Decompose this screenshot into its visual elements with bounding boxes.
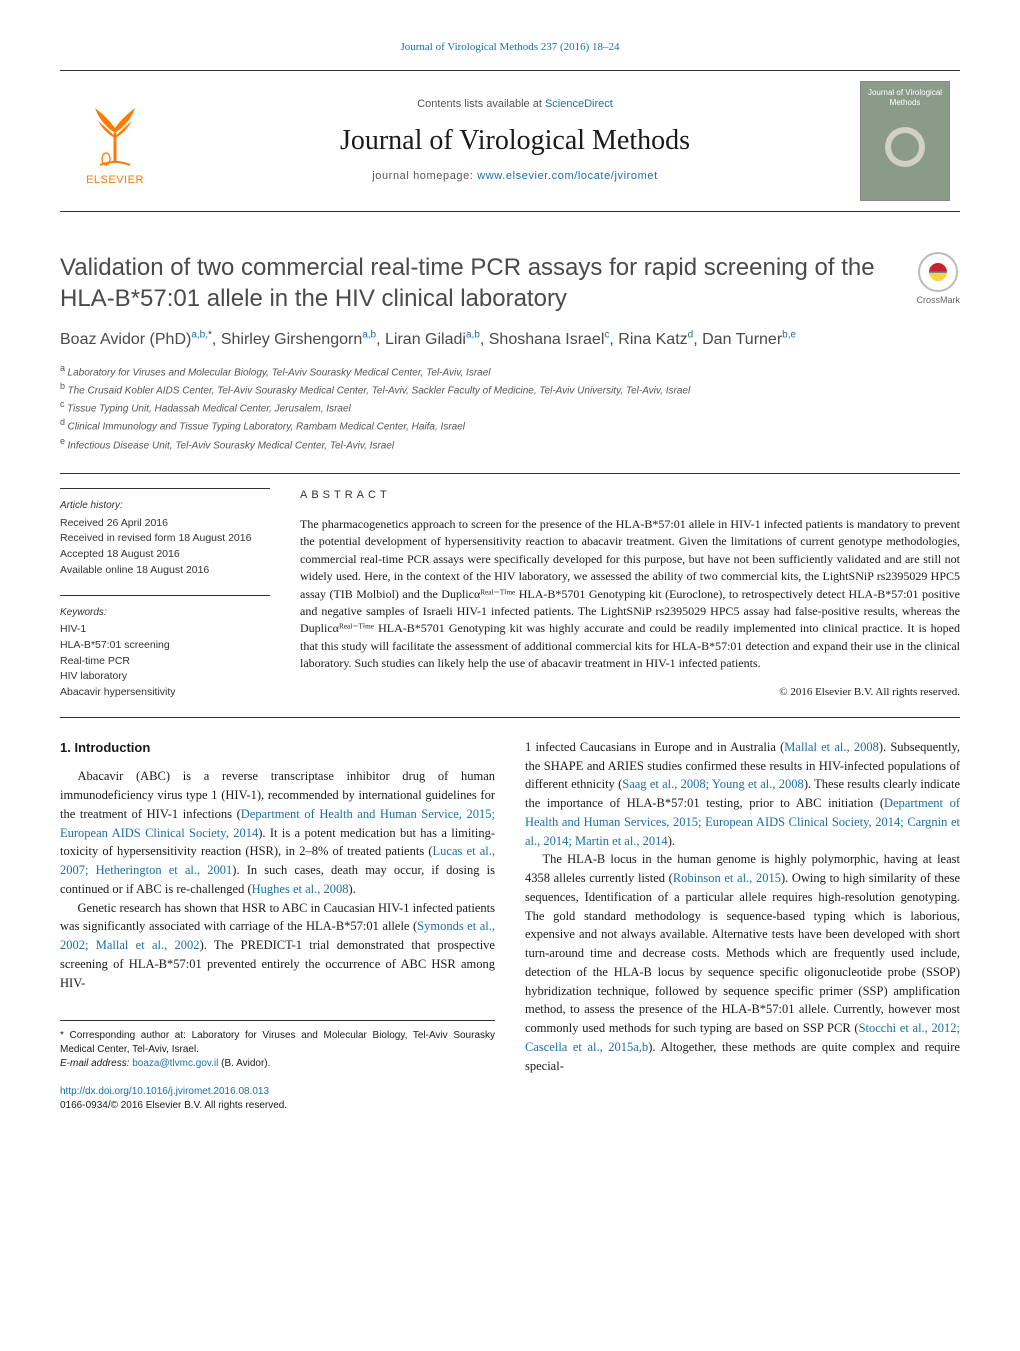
crossmark-label: CrossMark	[916, 294, 960, 307]
publisher-name: ELSEVIER	[86, 173, 144, 189]
email-link[interactable]: boaza@tlvmc.gov.il	[132, 1058, 218, 1069]
citation-link[interactable]: Mallal et al., 2008	[784, 740, 879, 754]
citation-link[interactable]: Robinson et al., 2015	[673, 871, 781, 885]
body-col1-content: Abacavir (ABC) is a reverse transcriptas…	[60, 767, 495, 992]
homepage-prefix: journal homepage:	[372, 170, 477, 182]
author-affil-sup: a,b	[362, 330, 376, 341]
email-label: E-mail address:	[60, 1058, 132, 1069]
corresponding-author-text: * Corresponding author at: Laboratory fo…	[60, 1029, 495, 1057]
author: Dan Turner	[702, 331, 782, 348]
affiliation-key: d	[60, 417, 68, 427]
sciencedirect-link[interactable]: ScienceDirect	[545, 98, 613, 110]
body-paragraph: 1 infected Caucasians in Europe and in A…	[525, 738, 960, 851]
rule-above-abstract	[60, 473, 960, 474]
body-column-right: 1 infected Caucasians in Europe and in A…	[525, 738, 960, 1114]
corresponding-author-block: * Corresponding author at: Laboratory fo…	[60, 1020, 495, 1113]
email-line: E-mail address: boaza@tlvmc.gov.il (B. A…	[60, 1057, 495, 1071]
affiliation-line: e Infectious Disease Unit, Tel-Aviv Sour…	[60, 435, 960, 453]
author-affil-sup: a,b,	[191, 330, 208, 341]
affiliations-block: a Laboratory for Viruses and Molecular B…	[60, 362, 960, 454]
issn-copyright: 0166-0934/© 2016 Elsevier B.V. All right…	[60, 1099, 495, 1113]
cover-title: Journal of Virological Methods	[865, 88, 945, 107]
body-paragraph: The HLA-B locus in the human genome is h…	[525, 850, 960, 1075]
citation-link[interactable]: Lucas et al., 2007; Hetherington et al.,…	[60, 844, 495, 877]
author-affil-sup: c	[604, 330, 609, 341]
citation-link[interactable]: Saag et al., 2008; Young et al., 2008	[622, 777, 804, 791]
body-paragraph: Abacavir (ABC) is a reverse transcriptas…	[60, 767, 495, 898]
email-suffix: (B. Avidor).	[218, 1058, 270, 1069]
contents-line: Contents lists available at ScienceDirec…	[170, 97, 860, 113]
abstract-heading: ABSTRACT	[300, 488, 960, 504]
abstract-copyright: © 2016 Elsevier B.V. All rights reserved…	[300, 685, 960, 701]
author: Liran Giladi	[385, 331, 466, 348]
doi-link[interactable]: http://dx.doi.org/10.1016/j.jviromet.201…	[60, 1086, 269, 1097]
rule-top	[60, 70, 960, 71]
journal-cover-block: Journal of Virological Methods	[860, 81, 960, 201]
article-history-block: Article history: Received 26 April 2016R…	[60, 488, 270, 579]
citation-link[interactable]: Stocchi et al., 2012; Cascella et al., 2…	[525, 1021, 960, 1054]
history-heading: Article history:	[60, 499, 270, 514]
keywords-lines: HIV-1HLA-B*57:01 screeningReal-time PCRH…	[60, 622, 270, 701]
corresponding-star: *	[208, 330, 212, 341]
affiliation-key: e	[60, 436, 68, 446]
body-columns: 1. Introduction Abacavir (ABC) is a reve…	[60, 738, 960, 1114]
masthead: ELSEVIER Contents lists available at Sci…	[60, 75, 960, 207]
author-affil-sup: d	[688, 330, 694, 341]
author: Shoshana Israel	[489, 331, 605, 348]
section-heading: 1. Introduction	[60, 738, 495, 758]
citation-link[interactable]: Department of Health and Human Service, …	[60, 807, 495, 840]
keywords-heading: Keywords:	[60, 606, 270, 621]
homepage-link[interactable]: www.elsevier.com/locate/jviromet	[477, 170, 658, 182]
affiliation-line: b The Crusaid Kobler AIDS Center, Tel-Av…	[60, 380, 960, 398]
affiliation-line: a Laboratory for Viruses and Molecular B…	[60, 362, 960, 380]
author: Rina Katz	[618, 331, 687, 348]
citation-link[interactable]: Journal of Virological Methods 237 (2016…	[400, 41, 619, 53]
affiliation-line: c Tissue Typing Unit, Hadassah Medical C…	[60, 398, 960, 416]
author-affil-sup: a,b	[466, 330, 480, 341]
author: Boaz Avidor (PhD)	[60, 331, 191, 348]
doi-line: http://dx.doi.org/10.1016/j.jviromet.201…	[60, 1085, 495, 1099]
citation-link[interactable]: Hughes et al., 2008	[252, 882, 349, 896]
elsevier-tree-icon	[80, 93, 150, 171]
abstract-column: ABSTRACT The pharmacogenetics approach t…	[300, 488, 960, 701]
affiliation-key: a	[60, 363, 68, 373]
citation-link[interactable]: Symonds et al., 2002; Mallal et al., 200…	[60, 919, 495, 952]
author-affil-sup: b,e	[782, 330, 796, 341]
masthead-center: Contents lists available at ScienceDirec…	[170, 97, 860, 185]
publisher-logo-block: ELSEVIER	[60, 93, 170, 189]
body-column-left: 1. Introduction Abacavir (ABC) is a reve…	[60, 738, 495, 1114]
affiliation-key: b	[60, 381, 68, 391]
article-info-column: Article history: Received 26 April 2016R…	[60, 488, 270, 701]
keywords-block: Keywords: HIV-1HLA-B*57:01 screeningReal…	[60, 595, 270, 701]
body-col2-content: 1 infected Caucasians in Europe and in A…	[525, 738, 960, 1076]
crossmark-icon	[918, 252, 958, 292]
history-lines: Received 26 April 2016Received in revise…	[60, 516, 270, 579]
citation-link[interactable]: Department of Health and Human Services,…	[525, 796, 960, 848]
affiliation-key: c	[60, 399, 67, 409]
rule-below-abstract	[60, 717, 960, 718]
abstract-text: The pharmacogenetics approach to screen …	[300, 516, 960, 673]
homepage-line: journal homepage: www.elsevier.com/locat…	[170, 169, 860, 185]
section-title: Introduction	[74, 740, 150, 755]
author: Shirley Girshengorn	[221, 331, 362, 348]
journal-title: Journal of Virological Methods	[170, 121, 860, 162]
section-number: 1.	[60, 740, 71, 755]
authors-line: Boaz Avidor (PhD)a,b,*, Shirley Girsheng…	[60, 328, 960, 351]
crossmark-badge[interactable]: CrossMark	[916, 252, 960, 307]
rule-masthead-bottom	[60, 211, 960, 212]
article-title: Validation of two commercial real-time P…	[60, 252, 916, 314]
cover-graphic-icon	[885, 127, 925, 167]
contents-line-prefix: Contents lists available at	[417, 98, 545, 110]
body-paragraph: Genetic research has shown that HSR to A…	[60, 899, 495, 993]
citation-header: Journal of Virological Methods 237 (2016…	[60, 40, 960, 56]
affiliation-line: d Clinical Immunology and Tissue Typing …	[60, 416, 960, 434]
journal-cover-icon: Journal of Virological Methods	[860, 81, 950, 201]
